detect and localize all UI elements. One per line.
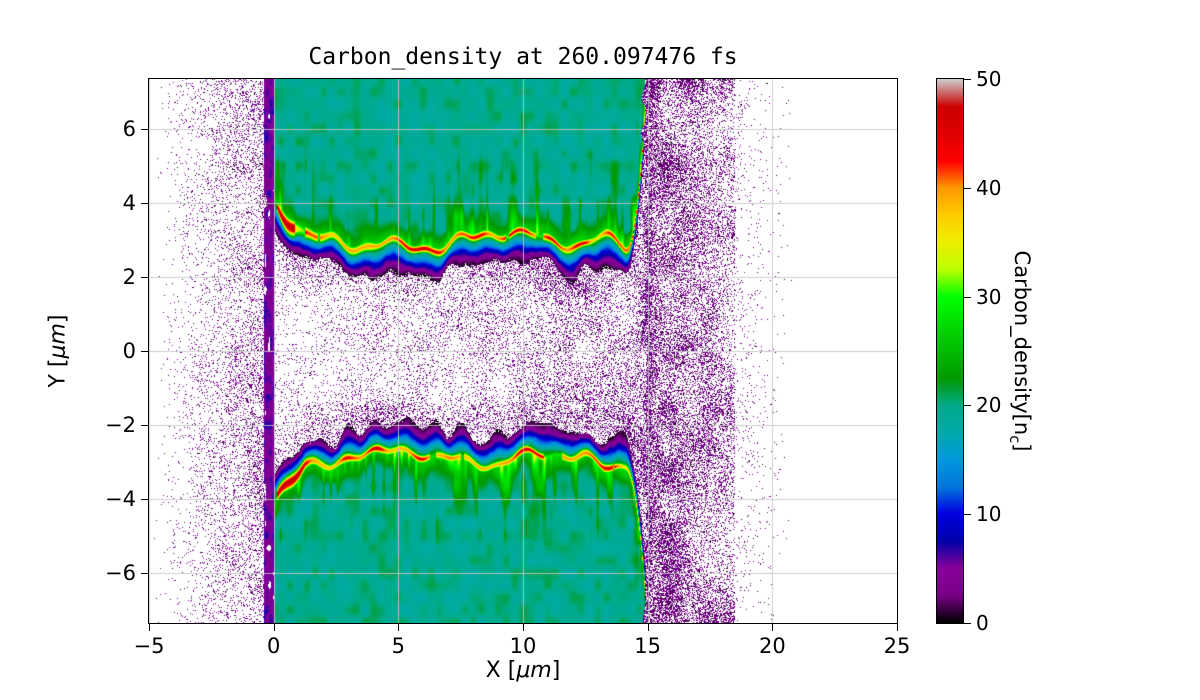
y-tick-label: 2	[122, 264, 136, 289]
x-tick-label: −5	[133, 634, 165, 658]
colorbar-tick-mark	[964, 79, 971, 80]
y-tick-mark	[141, 128, 148, 130]
y-tick-label: 4	[122, 190, 136, 215]
heatmap-canvas	[149, 79, 897, 623]
y-tick-mark	[141, 499, 148, 501]
x-tick-label: 15	[634, 634, 662, 658]
x-axis-label: X [μm]	[485, 658, 561, 683]
colorbar-tick-label: 30	[976, 284, 1002, 309]
x-tick-mark	[149, 624, 150, 631]
colorbar-tick-label: 20	[976, 393, 1002, 418]
y-tick-label: −2	[105, 413, 136, 437]
x-tick-label: 20	[758, 634, 786, 658]
y-tick-label: 0	[122, 339, 136, 363]
y-tick-mark	[141, 573, 148, 575]
chart-title: Carbon_density at 260.097476 fs	[308, 44, 738, 70]
colorbar-label: Carbon_density[nc]	[1005, 250, 1035, 452]
plot-area	[148, 78, 898, 624]
colorbar-tick-mark	[964, 514, 971, 516]
y-tick-label: −4	[105, 487, 136, 512]
x-tick-mark	[523, 624, 524, 631]
colorbar-tick-mark	[964, 296, 971, 298]
y-tick-label: −6	[105, 561, 136, 586]
colorbar-tick-mark	[964, 187, 971, 189]
y-tick-mark	[141, 202, 148, 204]
colorbar-tick-label: 40	[976, 175, 1002, 200]
colorbar-canvas	[937, 79, 963, 623]
x-tick-mark	[273, 624, 275, 631]
x-tick-mark	[398, 624, 400, 631]
colorbar-tick-label: 0	[976, 611, 989, 635]
y-tick-mark	[141, 276, 148, 278]
x-tick-mark	[647, 624, 649, 631]
x-tick-label: 25	[883, 634, 911, 658]
x-tick-label: 5	[391, 634, 406, 658]
y-tick-label: 6	[122, 116, 136, 141]
x-tick-label: 0	[266, 634, 281, 658]
x-tick-label: 10	[509, 634, 537, 658]
colorbar-tick-mark	[964, 405, 971, 407]
x-tick-mark	[772, 624, 774, 631]
x-tick-mark	[897, 624, 898, 631]
colorbar-tick-label: 50	[976, 67, 1002, 91]
colorbar-tick-label: 10	[976, 502, 1002, 527]
colorbar-tick-mark	[964, 623, 971, 624]
y-tick-mark	[141, 425, 148, 426]
y-tick-mark	[141, 351, 148, 352]
colorbar	[936, 78, 964, 624]
